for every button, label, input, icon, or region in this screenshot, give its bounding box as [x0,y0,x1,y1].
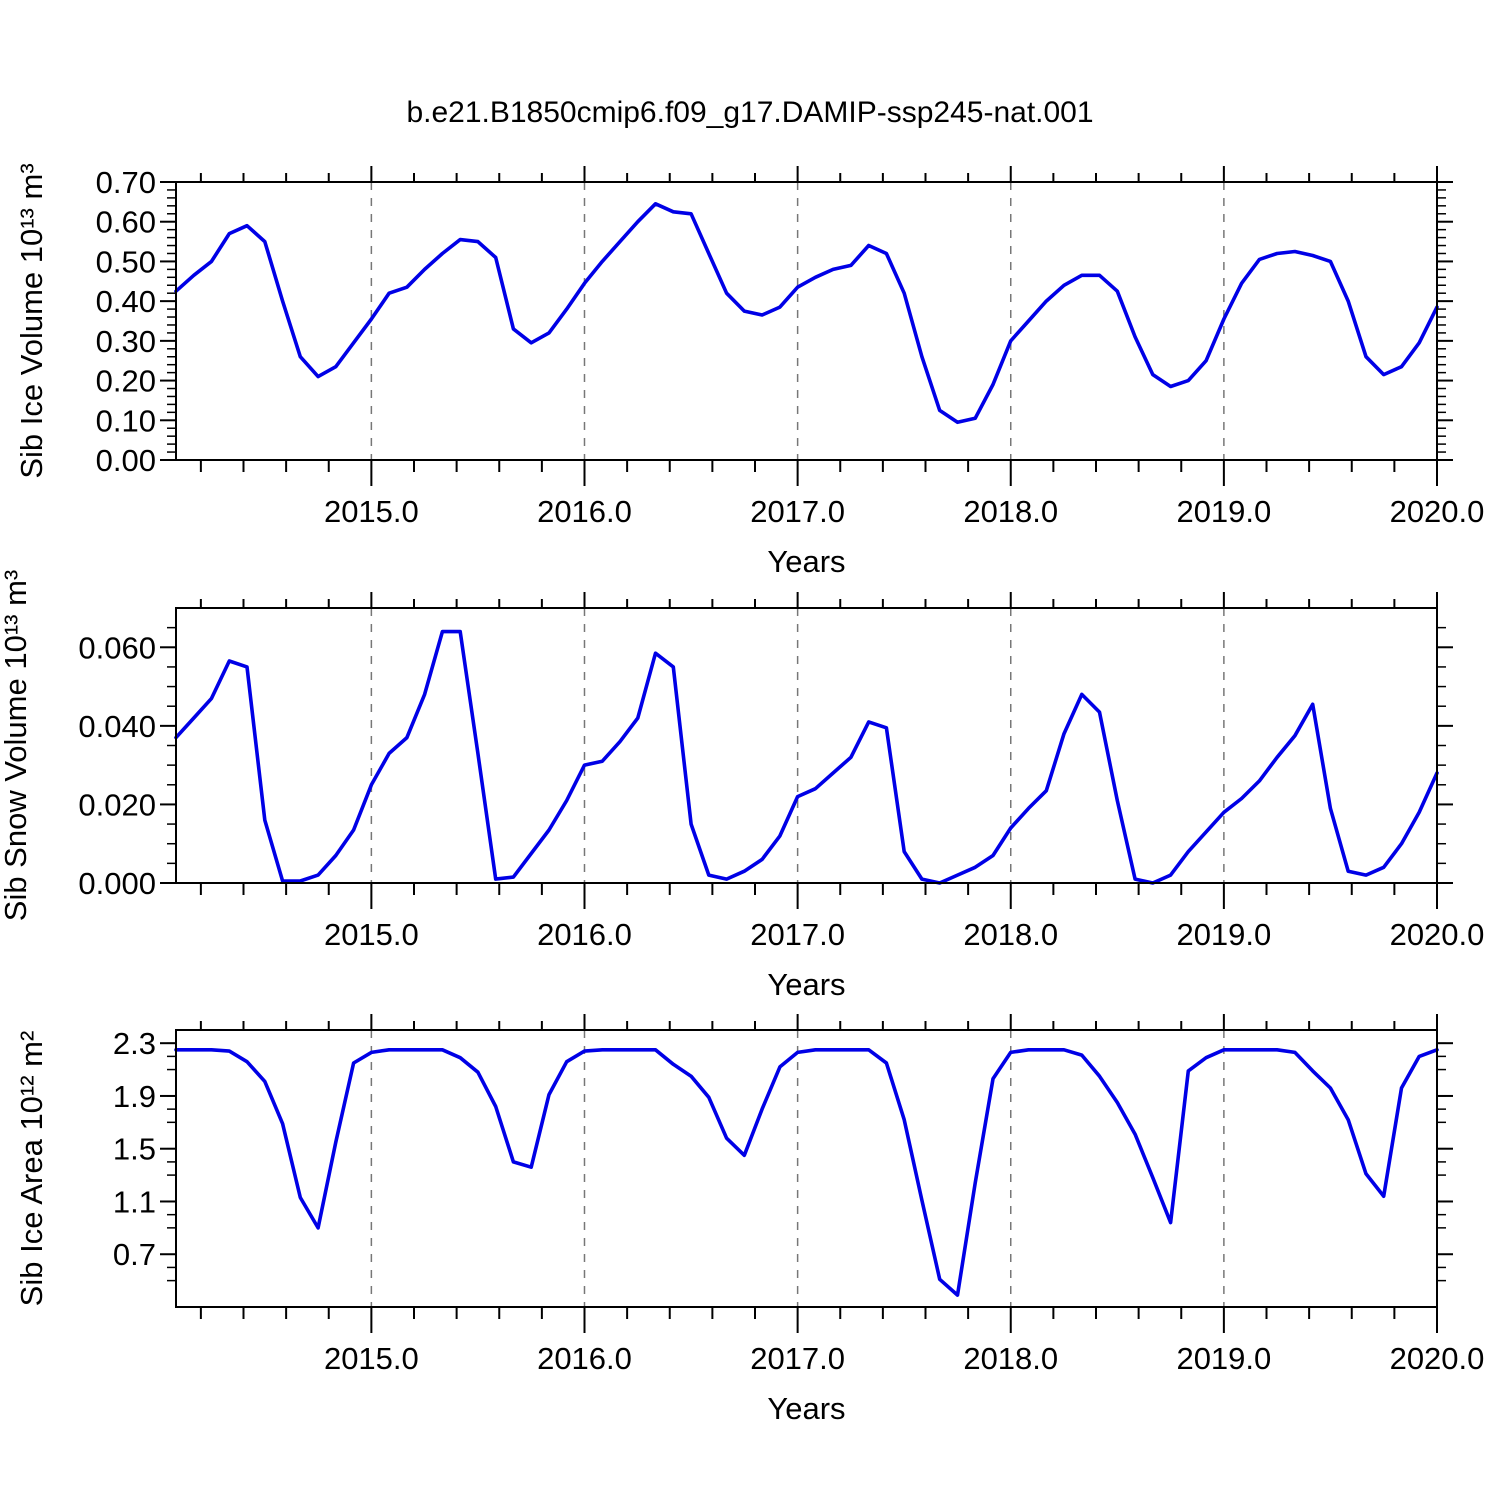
x-axis-title: Years [767,1391,845,1426]
x-tick-label: 2015.0 [324,494,419,529]
x-tick-label: 2016.0 [537,917,632,952]
panel-sib-snow-volume: 2015.0 2016.0 2017.0 2018.0 2019.0 2020.0 Year… [0,570,1484,1002]
y-tick-label: 0.000 [78,866,156,901]
y-tick-label: 0.040 [78,709,156,744]
x-tick-label: 2018.0 [963,494,1058,529]
x-tick-label: 2017.0 [750,494,845,529]
x-tick-label: 2018.0 [963,1341,1058,1376]
y-tick-labels: 0.7 1.1 1.5 1.9 2.3 [113,1026,156,1272]
y-tick-label: 2.3 [113,1026,156,1061]
y-tick-label: 0.30 [96,324,156,359]
y-tick-label: 1.9 [113,1079,156,1114]
y-axis-title: Sib Ice Volume 10¹³ m³ [14,163,49,478]
x-ticks [199,166,1438,486]
x-tick-label: 2018.0 [963,917,1058,952]
y-tick-label: 0.50 [96,244,156,279]
x-tick-label: 2016.0 [537,1341,632,1376]
series-line-sib-ice-area [174,1048,1439,1297]
year-gridlines [370,608,1225,883]
x-tick-label: 2019.0 [1176,1341,1271,1376]
x-tick-label: 2015.0 [324,917,419,952]
series-line-sib-snow-volume [174,629,1439,885]
y-tick-label: 0.20 [96,364,156,399]
y-tick-label: 0.020 [78,787,156,822]
year-gridlines [370,182,1225,460]
plot-box [175,181,1438,461]
x-tick-label: 2019.0 [1176,917,1271,952]
x-tick-label: 2019.0 [1176,494,1271,529]
x-tick-labels: 2015.0 2016.0 2017.0 2018.0 2019.0 2020.0 [324,1341,1484,1376]
series-line-sib-ice-volume [174,202,1439,425]
x-tick-label: 2017.0 [750,1341,845,1376]
x-tick-label: 2015.0 [324,1341,419,1376]
chart-title: b.e21.B1850cmip6.f09_g17.DAMIP-ssp245-na… [406,96,1094,129]
x-axis-title: Years [767,544,845,579]
x-tick-label: 2020.0 [1390,917,1485,952]
y-ticks [160,626,1453,884]
y-tick-label: 1.5 [113,1132,156,1167]
plot-box [175,607,1438,884]
y-tick-labels: 0.00 0.10 0.20 0.30 0.40 0.50 0.60 0.70 [96,165,156,478]
y-axis-title: Sib Snow Volume 10¹³ m³ [0,570,33,921]
x-axis-title: Years [767,967,845,1002]
x-tick-label: 2016.0 [537,494,632,529]
y-tick-label: 0.40 [96,284,156,319]
y-tick-labels: 0.000 0.020 0.040 0.060 [78,630,156,901]
x-tick-label: 2017.0 [750,917,845,952]
y-axis-title: Sib Ice Area 10¹² m² [14,1031,49,1307]
y-tick-label: 0.60 [96,205,156,240]
y-tick-label: 0.7 [113,1237,156,1272]
y-tick-label: 0.00 [96,443,156,478]
y-tick-label: 0.060 [78,630,156,665]
panel-sib-ice-volume: 2015.0 2016.0 2017.0 2018.0 2019.0 2020.0 Year… [14,163,1484,579]
plot-box [175,1029,1438,1308]
y-ticks [160,1042,1453,1282]
y-tick-label: 1.1 [113,1184,156,1219]
panel-sib-ice-area: 2015.0 2016.0 2017.0 2018.0 2019.0 2020.0 Year… [14,1014,1484,1426]
x-ticks [199,592,1438,909]
year-gridlines [370,1030,1225,1307]
y-ticks [160,181,1453,461]
x-tick-label: 2020.0 [1390,494,1485,529]
x-tick-label: 2020.0 [1390,1341,1485,1376]
x-ticks [199,1014,1438,1333]
x-tick-labels: 2015.0 2016.0 2017.0 2018.0 2019.0 2020.0 [324,917,1484,952]
y-tick-label: 0.10 [96,403,156,438]
x-tick-labels: 2015.0 2016.0 2017.0 2018.0 2019.0 2020.0 [324,494,1484,529]
y-tick-label: 0.70 [96,165,156,200]
